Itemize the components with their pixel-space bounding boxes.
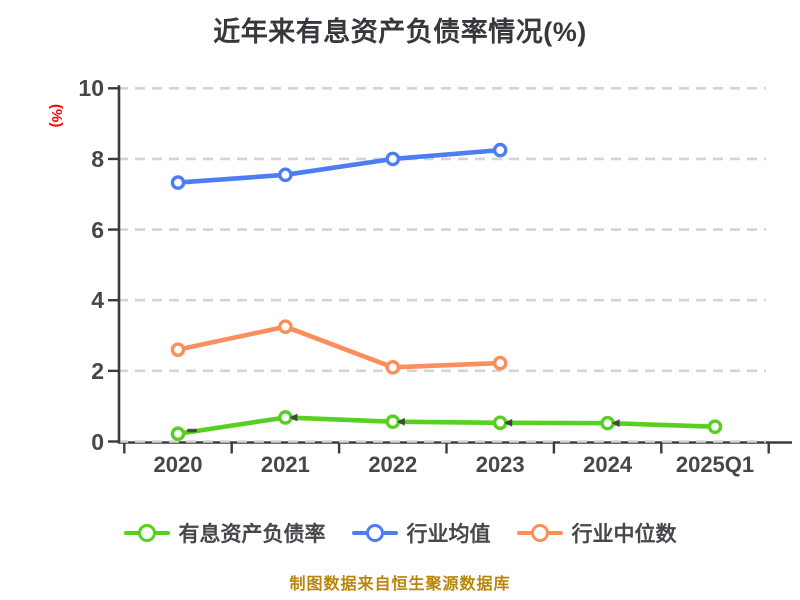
y-tick-label: 0 — [91, 428, 104, 455]
data-point-marker — [492, 415, 508, 431]
data-point-marker — [707, 419, 723, 434]
data-point-marker — [385, 414, 401, 430]
data-point-marker — [278, 319, 293, 335]
tiny-data-label-mark — [289, 413, 298, 422]
y-tick-label: 2 — [91, 357, 104, 384]
data-source-note: 制图数据来自恒生聚源数据库 — [289, 576, 511, 593]
x-tick-label: 2024 — [583, 452, 633, 477]
legend-label: 行业均值 — [406, 523, 491, 546]
x-tick-label: 2025Q1 — [675, 452, 755, 477]
tiny-data-label-mark — [504, 418, 513, 427]
chart-title: 近年来有息资产负债率情况(%) — [213, 17, 587, 47]
y-tick-label: 10 — [78, 75, 104, 102]
x-tick-label: 2021 — [260, 452, 310, 477]
data-point-marker — [385, 151, 401, 167]
legend-item-industry-mean[interactable]: 行业均值 — [351, 518, 491, 548]
data-point-marker — [492, 142, 508, 158]
tiny-data-label-mark — [611, 419, 620, 428]
series-line-2 — [175, 324, 503, 370]
legend-marker-icon — [516, 523, 563, 543]
legend-item-interest-bearing-ratio[interactable]: 有息资产负债率 — [123, 518, 326, 548]
data-point-marker — [278, 167, 293, 183]
legend-marker-icon — [351, 523, 398, 543]
data-point-marker — [170, 426, 186, 442]
data-point-marker — [278, 410, 293, 425]
series-line-0 — [175, 415, 718, 437]
y-tick-label: 8 — [91, 145, 104, 172]
series-line-1 — [175, 147, 503, 185]
legend-marker-icon — [123, 523, 170, 543]
tiny-data-label-mark — [187, 428, 197, 433]
data-point-marker — [170, 175, 186, 190]
y-axis-unit-label: (%) — [48, 104, 65, 128]
legend-label: 有息资产负债率 — [178, 523, 326, 546]
x-tick-label: 2022 — [368, 452, 418, 477]
y-tick-label: 6 — [91, 216, 104, 243]
x-tick-label: 2020 — [153, 452, 203, 477]
x-tick-label: 2023 — [475, 452, 525, 477]
tiny-data-label-mark — [396, 417, 405, 426]
y-tick-label: 4 — [91, 287, 104, 314]
data-point-marker — [385, 360, 401, 375]
legend-label: 行业中位数 — [571, 523, 677, 546]
legend: 有息资产负债率 行业均值 行业中位数 — [0, 518, 800, 548]
legend-item-industry-median[interactable]: 行业中位数 — [516, 518, 677, 548]
data-point-marker — [492, 355, 508, 371]
data-point-marker — [170, 342, 186, 357]
data-point-marker — [600, 415, 615, 431]
